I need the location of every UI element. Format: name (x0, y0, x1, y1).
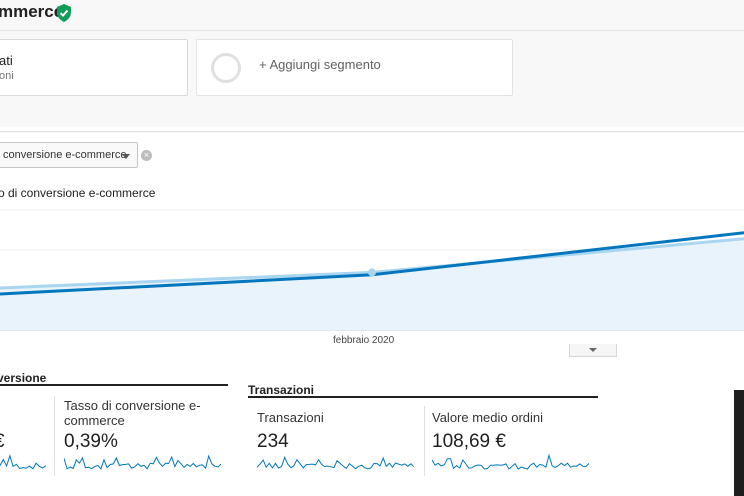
sparkline-path (64, 454, 221, 470)
chart-legend: o di conversione e-commerce (0, 186, 155, 200)
segment-title: ati (0, 53, 13, 68)
sparkline-path (432, 453, 589, 470)
segment-card-all[interactable]: ati oni (0, 39, 188, 96)
line-chart[interactable] (0, 205, 744, 345)
stat-divider (54, 396, 55, 476)
stat-label-avg-order-value: Valore medio ordini (432, 410, 544, 425)
report-header: mmerce (0, 0, 744, 31)
verified-shield-icon (57, 4, 71, 22)
graph-panel: conversione e-commerce × o di conversion… (0, 131, 744, 352)
sparkline-conversion-rate (64, 454, 221, 470)
chevron-down-icon (122, 154, 130, 159)
stat-value-transactions: 234 (257, 431, 289, 452)
stat-value-revenue: € (0, 431, 5, 453)
clear-metric-icon[interactable]: × (141, 150, 152, 161)
overlay-edge (734, 390, 744, 496)
section-rule-conversion (0, 384, 228, 386)
section-title-transactions: Transazioni (248, 383, 315, 397)
collapse-chart-toggle[interactable] (569, 344, 617, 357)
add-segment-button[interactable]: + Aggiungi segmento (196, 39, 513, 96)
sparkline-path (0, 454, 46, 470)
stat-label-conversion-rate: Tasso di conversione e-commerce (64, 398, 201, 428)
report-title: mmerce (0, 2, 64, 21)
sparkline-avg-order-value (432, 453, 589, 470)
series-area-compare (0, 238, 744, 330)
stat-value-avg-order-value: 108,69 € (432, 431, 506, 452)
segment-subtitle: oni (0, 70, 14, 82)
stat-divider (424, 406, 425, 476)
stat-value-conversion-rate: 0,39% (64, 431, 118, 452)
section-rule-transactions (248, 396, 598, 398)
add-segment-label: + Aggiungi segmento (259, 57, 381, 72)
empty-segment-circle-icon (211, 53, 241, 83)
stat-label-transactions: Transazioni (257, 410, 324, 425)
legend-label: o di conversione e-commerce (0, 186, 156, 200)
section-title-conversion: versione (0, 371, 47, 385)
metric-dropdown-value: conversione e-commerce (3, 149, 127, 161)
sparkline-revenue (0, 454, 46, 470)
sparkline-path (257, 456, 414, 470)
data-point-compare (368, 268, 376, 277)
metric-dropdown[interactable]: conversione e-commerce (0, 142, 138, 168)
sparkline-transactions (257, 456, 414, 470)
segment-bar: ati oni + Aggiungi segmento (0, 31, 744, 127)
chevron-down-icon (589, 348, 597, 352)
x-axis-label: febbraio 2020 (333, 335, 395, 346)
